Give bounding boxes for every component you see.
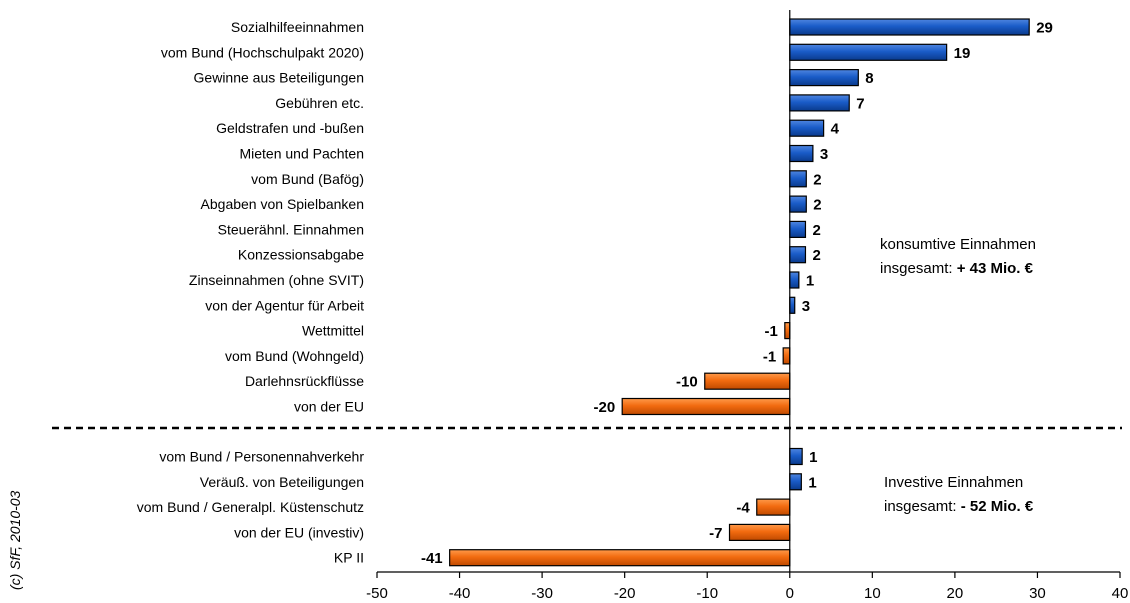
x-tick-label: -10 (696, 585, 718, 602)
data-label: 2 (812, 222, 820, 239)
data-label: 2 (812, 247, 820, 264)
data-label: 1 (809, 449, 817, 466)
annotation-consumptive-prefix: insgesamt: (880, 260, 957, 277)
category-label: vom Bund (Bafög) (251, 171, 364, 187)
annotation-investive-total: - 52 Mio. € (961, 498, 1034, 515)
category-label: vom Bund (Hochschulpakt 2020) (161, 44, 364, 60)
category-label: Sozialhilfeeinnahmen (231, 19, 364, 35)
bar (621, 397, 791, 416)
bar (789, 119, 825, 137)
annotation-investive-prefix: insgesamt: (884, 498, 961, 515)
plot-area: Sozialhilfeeinnahmen 29 vom Bund (Hochschu… (52, 10, 1128, 602)
data-label: -20 (594, 399, 616, 416)
annotation-consumptive-line1: konsumtive Einnahmen (880, 236, 1036, 253)
x-tick-label: 0 (786, 585, 794, 602)
data-label: 1 (808, 474, 816, 491)
category-label: vom Bund / Generalpl. Küstenschutz (137, 499, 364, 515)
bar (756, 498, 791, 516)
data-label: 19 (954, 45, 971, 62)
data-label: 7 (856, 95, 864, 112)
category-label: von der EU (investiv) (234, 524, 364, 540)
copyright-credit: (c) SfF, 2010-03 (7, 490, 23, 590)
x-tick-label: -20 (614, 585, 636, 602)
bar (789, 195, 807, 213)
category-label: Darlehnsrückflüsse (245, 373, 364, 389)
x-tick-label: 30 (1029, 585, 1046, 602)
bar (704, 372, 791, 390)
category-label: Gebühren etc. (275, 95, 364, 111)
category-label: von der EU (294, 399, 364, 415)
category-label: Zinseinnahmen (ohne SVIT) (189, 272, 364, 288)
category-label: Veräuß. von Beteiligungen (200, 474, 364, 490)
bar (789, 447, 803, 466)
data-label: 4 (831, 121, 840, 138)
annotation-investive-line2: insgesamt: - 52 Mio. € (884, 498, 1034, 515)
bar (789, 94, 850, 112)
data-label: 29 (1036, 20, 1053, 37)
bar (789, 246, 807, 264)
annotation-investive-line1: Investive Einnahmen (884, 474, 1023, 491)
category-label: KP II (334, 550, 364, 566)
category-label: Gewinne aus Beteiligungen (194, 70, 364, 86)
data-label: -4 (736, 500, 750, 517)
x-tick-label: 20 (947, 585, 964, 602)
category-label: Wettmittel (302, 323, 364, 339)
category-label: Mieten und Pachten (239, 146, 364, 162)
data-label: -1 (764, 323, 777, 340)
data-label: 3 (802, 298, 810, 315)
data-label: 3 (820, 146, 828, 163)
data-label: -10 (676, 374, 698, 391)
bar (789, 68, 859, 87)
data-label: 2 (813, 197, 821, 214)
bar (789, 271, 800, 289)
bar (789, 220, 807, 238)
category-label: von der Agentur für Arbeit (205, 297, 364, 313)
annotation-consumptive-total: + 43 Mio. € (957, 260, 1034, 277)
category-label: Steuerähnl. Einnahmen (218, 221, 364, 237)
data-label: 2 (813, 171, 821, 188)
bar (789, 18, 1030, 36)
annotation-consumptive-line2: insgesamt: + 43 Mio. € (880, 260, 1034, 277)
bar (782, 347, 791, 365)
category-label: vom Bund / Personennahverkehr (159, 449, 364, 465)
data-label: 8 (865, 70, 873, 87)
bar (789, 144, 814, 163)
data-label: -41 (421, 550, 443, 567)
bar (728, 523, 791, 542)
category-label: Geldstrafen und -bußen (216, 120, 364, 136)
x-tick-label: 40 (1112, 585, 1129, 602)
category-label: Abgaben von Spielbanken (201, 196, 364, 212)
bar (789, 170, 807, 188)
bar (784, 322, 791, 340)
x-tick-label: -40 (449, 585, 471, 602)
bar (789, 43, 948, 61)
data-label: -7 (709, 525, 722, 542)
data-label: -1 (763, 348, 776, 365)
bar (789, 473, 802, 491)
x-tick-label: 10 (864, 585, 881, 602)
x-tick-label: -30 (531, 585, 553, 602)
data-label: 1 (806, 273, 814, 290)
bar (449, 549, 791, 567)
x-tick-label: -50 (366, 585, 388, 602)
category-label: vom Bund (Wohngeld) (225, 348, 364, 364)
bar (789, 296, 796, 314)
category-label: Konzessionsabgabe (238, 247, 364, 263)
